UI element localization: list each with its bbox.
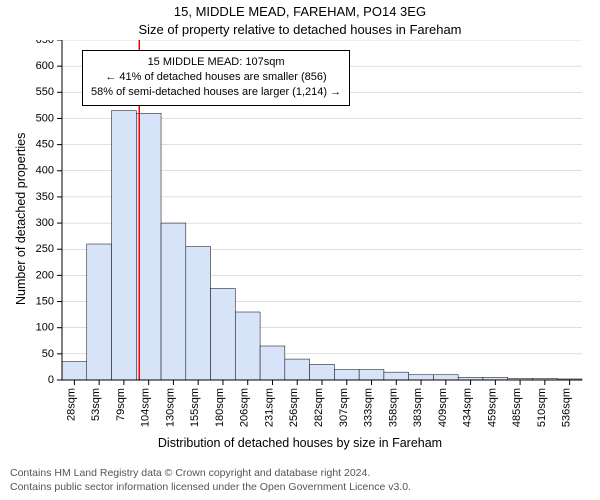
svg-text:485sqm: 485sqm: [511, 388, 523, 427]
svg-text:206sqm: 206sqm: [239, 388, 251, 427]
svg-text:409sqm: 409sqm: [437, 388, 449, 427]
svg-text:28sqm: 28sqm: [65, 388, 77, 421]
marker-annotation: 15 MIDDLE MEAD: 107sqm ← 41% of detached…: [82, 50, 350, 106]
svg-text:50: 50: [42, 348, 54, 360]
footer-line2: Contains public sector information licen…: [10, 480, 411, 494]
svg-text:100: 100: [36, 322, 54, 334]
svg-text:450: 450: [36, 139, 54, 151]
svg-text:536sqm: 536sqm: [561, 388, 573, 427]
svg-text:250: 250: [36, 243, 54, 255]
annotation-line1: 15 MIDDLE MEAD: 107sqm: [91, 55, 341, 70]
svg-text:256sqm: 256sqm: [288, 388, 300, 427]
svg-text:510sqm: 510sqm: [536, 388, 548, 427]
footer-line1: Contains HM Land Registry data © Crown c…: [10, 466, 411, 480]
chart-title-line1: 15, MIDDLE MEAD, FAREHAM, PO14 3EG: [0, 4, 600, 19]
svg-text:350: 350: [36, 191, 54, 203]
svg-text:53sqm: 53sqm: [90, 388, 102, 421]
svg-text:155sqm: 155sqm: [189, 388, 201, 427]
svg-text:0: 0: [48, 374, 54, 386]
svg-text:300: 300: [36, 217, 54, 229]
svg-text:333sqm: 333sqm: [363, 388, 375, 427]
svg-text:383sqm: 383sqm: [412, 388, 424, 427]
svg-text:282sqm: 282sqm: [313, 388, 325, 427]
svg-text:434sqm: 434sqm: [462, 388, 474, 427]
svg-text:600: 600: [36, 60, 54, 72]
svg-text:150: 150: [36, 295, 54, 307]
svg-text:200: 200: [36, 269, 54, 281]
svg-text:180sqm: 180sqm: [214, 388, 226, 427]
y-axis-label: Number of detached properties: [14, 133, 28, 305]
svg-text:104sqm: 104sqm: [140, 388, 152, 427]
svg-text:231sqm: 231sqm: [263, 388, 275, 427]
svg-text:500: 500: [36, 112, 54, 124]
svg-text:358sqm: 358sqm: [387, 388, 399, 427]
footer-attribution: Contains HM Land Registry data © Crown c…: [10, 466, 411, 494]
chart-title-line2: Size of property relative to detached ho…: [0, 22, 600, 37]
svg-text:130sqm: 130sqm: [164, 388, 176, 427]
svg-text:79sqm: 79sqm: [115, 388, 127, 421]
svg-text:650: 650: [36, 40, 54, 46]
svg-text:400: 400: [36, 165, 54, 177]
svg-text:307sqm: 307sqm: [338, 388, 350, 427]
svg-text:459sqm: 459sqm: [486, 388, 498, 427]
svg-text:550: 550: [36, 86, 54, 98]
annotation-line2: ← 41% of detached houses are smaller (85…: [91, 70, 341, 85]
x-axis-label: Distribution of detached houses by size …: [0, 436, 600, 450]
annotation-line3: 58% of semi-detached houses are larger (…: [91, 85, 341, 100]
